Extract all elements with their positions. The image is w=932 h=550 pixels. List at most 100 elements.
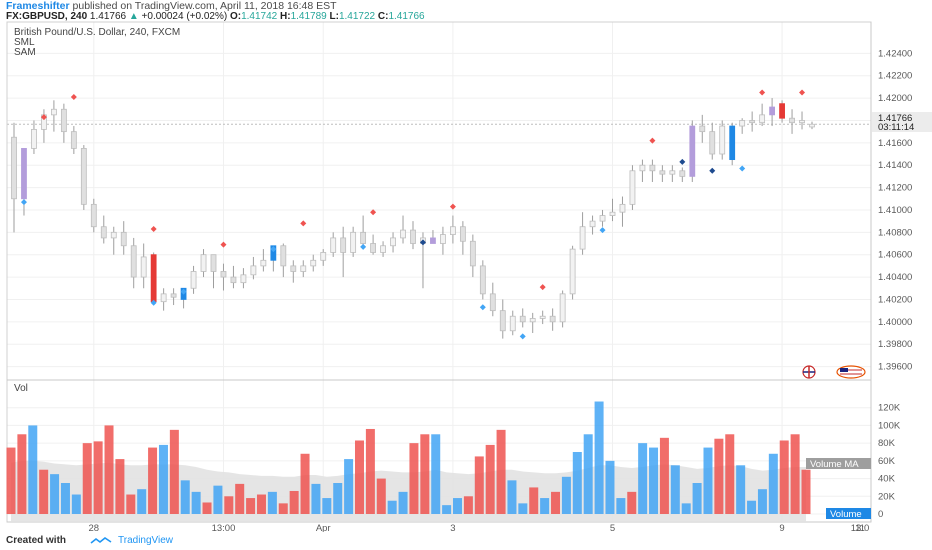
- volume-bar: [779, 440, 789, 514]
- sell-marker: [649, 137, 656, 144]
- close-label: C:: [377, 11, 389, 22]
- candle-body: [370, 243, 377, 253]
- volume-bar: [387, 500, 397, 514]
- candle-body: [599, 215, 606, 222]
- volume-bar: [594, 401, 604, 514]
- legend-sml: SML: [14, 37, 35, 48]
- candle-body: [110, 231, 117, 239]
- candle-body: [799, 120, 805, 124]
- volume-bar: [267, 491, 277, 514]
- volume-ma-badge-bg: [806, 458, 871, 469]
- candle-body: [260, 259, 267, 267]
- buy-marker: [360, 243, 367, 250]
- tradingview-brand[interactable]: TradingView: [118, 535, 174, 546]
- price-tick-label: 1.41200: [878, 183, 912, 194]
- candle-body: [719, 125, 726, 155]
- buy-marker: [419, 239, 426, 246]
- volume-bar: [703, 447, 713, 514]
- price-tick-label: 1.39800: [878, 339, 912, 350]
- volume-bar: [322, 498, 332, 514]
- volume-bar: [180, 480, 190, 514]
- candle-body: [729, 125, 736, 161]
- candle-body: [210, 254, 217, 272]
- sell-marker: [370, 209, 377, 216]
- candle-body: [11, 136, 17, 200]
- candle-body: [250, 265, 257, 276]
- volume-pane[interactable]: [6, 401, 811, 522]
- legend-title: British Pound/U.S. Dollar, 240, FXCM: [14, 27, 180, 38]
- price-tick-label: 1.42000: [878, 93, 912, 104]
- volume-bar: [681, 503, 691, 514]
- volume-bar: [93, 441, 103, 514]
- volume-bar: [333, 483, 343, 514]
- candle-body: [100, 226, 107, 239]
- candle-body: [70, 131, 77, 149]
- price-tick-label: 1.40800: [878, 227, 912, 238]
- price-tick-label: 1.41400: [878, 160, 912, 171]
- candle-body: [789, 117, 795, 124]
- volume-bar: [137, 489, 147, 514]
- volume-bar: [28, 425, 38, 514]
- candle-body: [639, 164, 646, 172]
- sell-marker: [539, 284, 546, 291]
- sell-marker: [220, 241, 227, 248]
- candle-body: [529, 318, 536, 323]
- volume-bar: [409, 443, 419, 514]
- volume-bar: [627, 491, 637, 514]
- candle-body: [340, 237, 347, 253]
- volume-tick-label: 100K: [878, 420, 901, 431]
- open-value: 1.41742: [241, 11, 278, 22]
- publisher-name[interactable]: Frameshifter: [6, 0, 70, 12]
- volume-bar: [17, 434, 27, 514]
- volume-axis[interactable]: 120K 100K 80K 60K 40K 20K 0: [878, 403, 901, 520]
- open-label: O:: [229, 11, 242, 22]
- candle-body: [689, 125, 696, 177]
- volume-bar: [736, 465, 746, 514]
- price-tick-label: 1.40200: [878, 294, 912, 305]
- legend-vol: Vol: [14, 383, 28, 394]
- high-label: H:: [280, 11, 291, 22]
- chart-canvas[interactable]: 1.424001.422001.420001.418001.416001.414…: [0, 0, 932, 532]
- volume-tick-label: 60K: [878, 456, 896, 467]
- candle-body: [579, 226, 586, 250]
- volume-bar: [420, 434, 430, 514]
- close-value: 1.41766: [388, 11, 425, 22]
- candle-body: [659, 170, 666, 175]
- candle-body: [21, 148, 27, 200]
- candle-body: [459, 226, 466, 242]
- candle-body: [410, 229, 416, 244]
- candle-body: [809, 123, 815, 128]
- candle-body: [280, 245, 287, 267]
- candle-body: [499, 310, 506, 332]
- price-change: +0.00024 (+0.02%): [141, 11, 228, 22]
- volume-bar: [256, 494, 266, 514]
- volume-bar: [82, 443, 92, 514]
- time-tick-label: 11: [855, 523, 865, 532]
- buy-marker: [20, 199, 27, 206]
- candle-body: [469, 240, 476, 267]
- price-pane[interactable]: [11, 98, 815, 339]
- volume-tick-label: 80K: [878, 438, 896, 449]
- candle-body: [240, 274, 247, 284]
- volume-bar: [246, 498, 256, 514]
- volume-bar: [529, 487, 539, 514]
- candle-body: [80, 148, 87, 205]
- candle-body: [479, 265, 486, 295]
- volume-bar: [289, 490, 299, 514]
- time-tick-label: 13:0: [851, 523, 870, 532]
- sell-marker: [799, 89, 806, 96]
- up-triangle-icon: ▲: [128, 11, 139, 22]
- candle-body: [290, 265, 297, 272]
- volume-bar: [725, 434, 735, 514]
- volume-bar: [801, 469, 811, 514]
- buy-marker: [270, 246, 277, 253]
- volume-bar: [104, 425, 114, 514]
- sell-marker: [40, 114, 47, 121]
- buy-marker: [479, 304, 486, 311]
- candle-body: [140, 256, 147, 278]
- volume-bar: [191, 491, 201, 514]
- buy-marker: [180, 288, 187, 295]
- candle-body: [749, 120, 756, 124]
- price-axis[interactable]: 1.424001.422001.420001.418001.416001.414…: [878, 48, 912, 372]
